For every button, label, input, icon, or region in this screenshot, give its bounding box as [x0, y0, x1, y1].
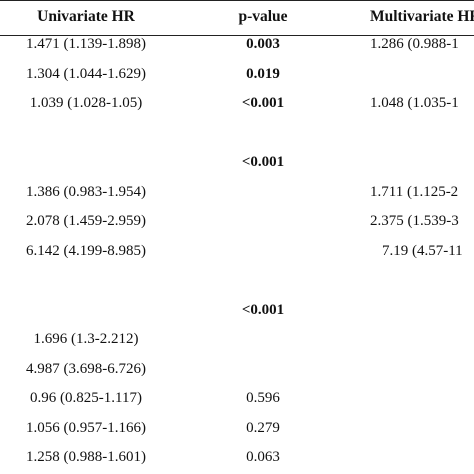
table-row: 1.258 (0.988-1.601) 0.063 [26, 449, 280, 465]
table-row: 4.987 (3.698-6.726) [26, 361, 146, 377]
table-row: 1.304 (1.044-1.629) 0.019 [26, 66, 280, 82]
table-row: 1.056 (0.957-1.166) 0.279 [26, 420, 280, 436]
table-row: 0.96 (0.825-1.117) 0.596 [30, 390, 280, 406]
table-row: 1.386 (0.983-1.954) 1.711 (1.125-2 [0, 177, 474, 207]
multivariate-hr-cell: 1.711 (1.125-2 [370, 184, 459, 200]
table-row: 1.471 (1.139-1.898) 0.003 1.286 (0.988-1 [0, 29, 474, 59]
table-row: 1.696 (1.3-2.212) [33, 331, 139, 347]
table-row [0, 265, 474, 295]
table-header-row: Univariate HR p-value Multivariate HR [0, 2, 474, 32]
header-multivariate-hr: Multivariate HR [370, 8, 474, 25]
table-row: <0.001 [241, 302, 285, 318]
table-top-rule [0, 0, 474, 1]
header-rule [0, 35, 474, 36]
multivariate-hr-cell: 1.286 (0.988-1 [370, 36, 459, 52]
multivariate-hr-cell: 1.048 (1.035-1 [370, 95, 459, 111]
multivariate-hr-cell: 2.375 (1.539-3 [370, 213, 459, 229]
table-row: 2.078 (1.459-2.959) 2.375 (1.539-3 [0, 206, 474, 236]
multivariate-hr-cell: 7.19 (4.57-11 [382, 243, 463, 259]
table-row [0, 118, 474, 148]
table-row: 6.142 (4.199-8.985) 7.19 (4.57-11 [0, 236, 474, 266]
table-row: 1.039 (1.028-1.05) <0.001 1.048 (1.035-1 [0, 88, 474, 118]
table-row: <0.001 [241, 154, 285, 170]
